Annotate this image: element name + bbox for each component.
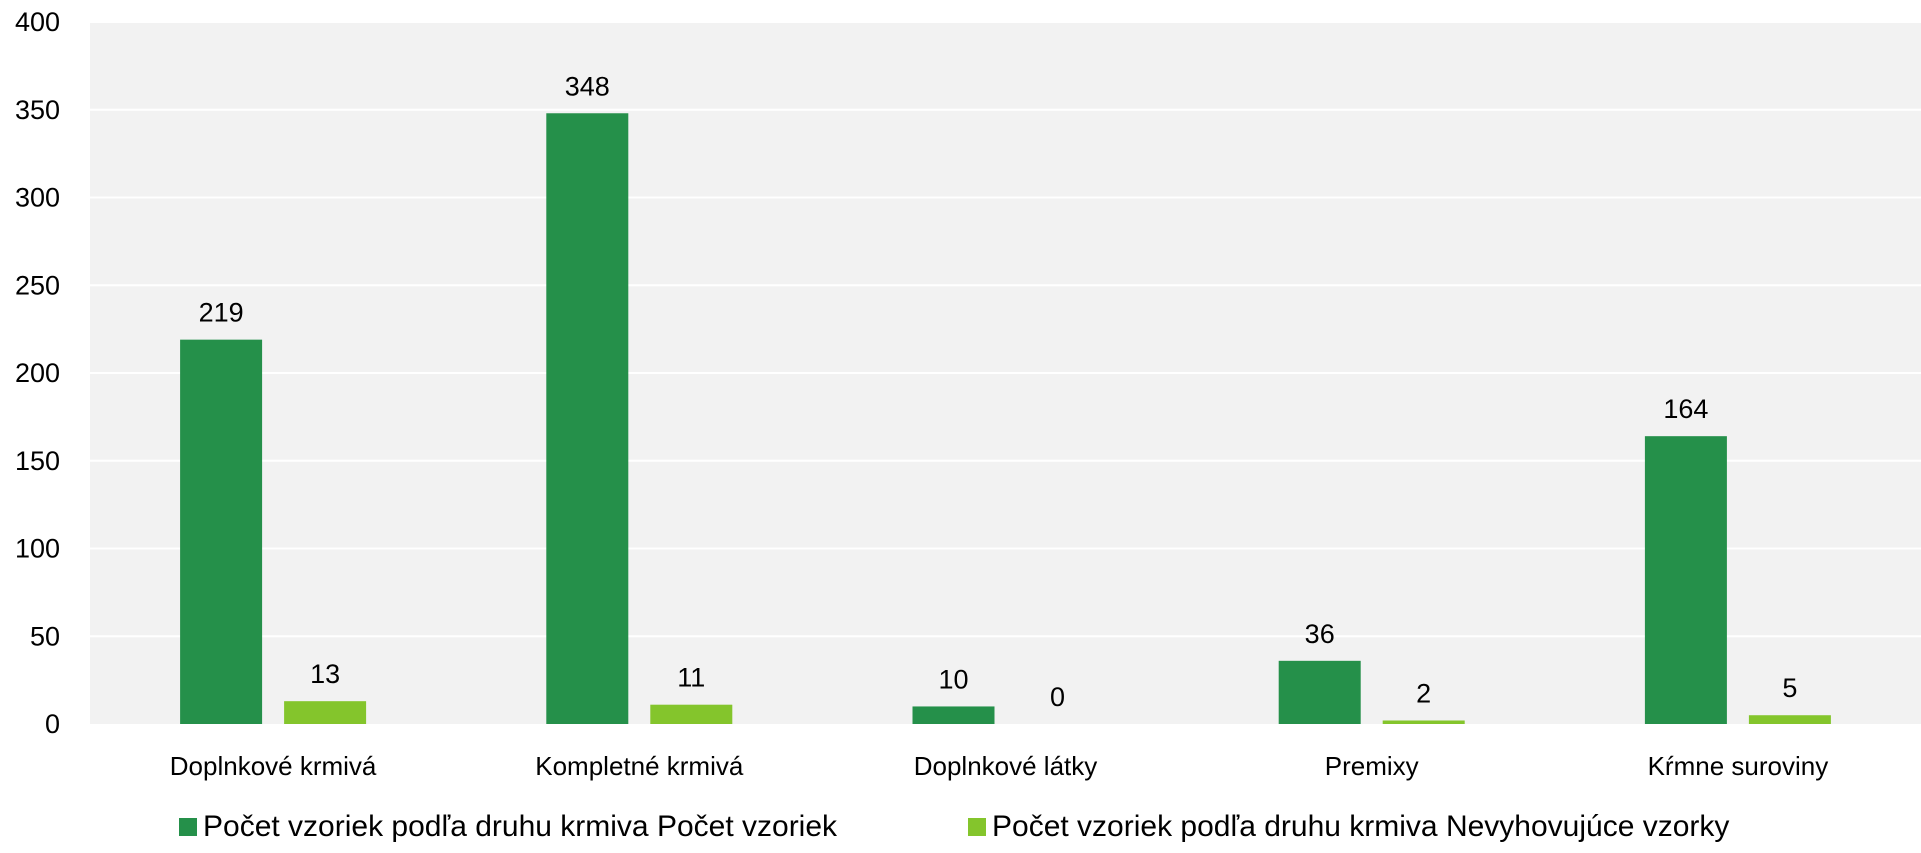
bar-s0-c3: [1278, 660, 1361, 724]
x-category-label-3: Premixy: [1325, 751, 1419, 781]
x-category-label-0: Doplnkové krmivá: [170, 751, 377, 781]
bar-s0-c1: [546, 113, 629, 724]
bar-s1-c4: [1748, 715, 1831, 724]
bar-s1-c0: [284, 701, 367, 724]
x-category-label-4: Kŕmne suroviny: [1648, 751, 1829, 781]
data-labels: 219 13 348 11 10 0 36 2 164 5: [199, 71, 1798, 712]
data-label-s0-c2: 10: [938, 664, 968, 694]
bar-s1-c1: [650, 704, 733, 724]
data-label-s1-c2: 0: [1050, 682, 1065, 712]
data-label-s1-c0: 13: [310, 659, 340, 689]
data-label-s1-c4: 5: [1782, 673, 1797, 703]
legend: Počet vzoriek podľa druhu krmiva Počet v…: [0, 810, 1921, 850]
bar-s1-c3: [1382, 720, 1465, 724]
legend-item-pocet-vzoriek: Počet vzoriek podľa druhu krmiva Počet v…: [179, 810, 837, 844]
x-axis: Doplnkové krmivá Kompletné krmivá Doplnkov…: [170, 751, 1828, 781]
bar-s0-c2: [912, 706, 995, 724]
x-category-label-1: Kompletné krmivá: [535, 751, 744, 781]
y-tick-label-400: 400: [15, 7, 60, 37]
bars: [180, 113, 1831, 724]
x-category-label-2: Doplnkové látky: [914, 751, 1098, 781]
y-tick-label-200: 200: [15, 358, 60, 388]
gridlines: [90, 21, 1921, 638]
bar-s0-c0: [180, 339, 263, 724]
y-tick-label-150: 150: [15, 446, 60, 476]
y-tick-label-100: 100: [15, 534, 60, 564]
y-tick-label-50: 50: [30, 621, 60, 651]
data-label-s0-c4: 164: [1663, 394, 1708, 424]
legend-label-pocet-vzoriek: Počet vzoriek podľa druhu krmiva Počet v…: [203, 810, 838, 843]
data-label-s0-c0: 219: [199, 298, 244, 328]
data-label-s1-c3: 2: [1416, 678, 1431, 708]
legend-swatch-pocet-vzoriek: [179, 818, 197, 836]
legend-item-nevyhovujuce-vzorky: Počet vzoriek podľa druhu krmiva Nevyhov…: [968, 810, 1729, 844]
data-label-s0-c3: 36: [1305, 619, 1335, 649]
y-tick-label-350: 350: [15, 95, 60, 125]
data-label-s0-c1: 348: [565, 71, 610, 101]
y-tick-label-300: 300: [15, 183, 60, 213]
y-tick-label-250: 250: [15, 270, 60, 300]
y-axis: 0 50 100 150 200 250 300 350 400: [15, 7, 60, 739]
y-tick-label-0: 0: [45, 709, 60, 739]
bar-s0-c4: [1644, 436, 1727, 724]
legend-label-nevyhovujuce-vzorky: Počet vzoriek podľa druhu krmiva Nevyhov…: [992, 810, 1730, 843]
legend-swatch-nevyhovujuce-vzorky: [968, 818, 986, 836]
data-label-s1-c1: 11: [677, 663, 705, 693]
